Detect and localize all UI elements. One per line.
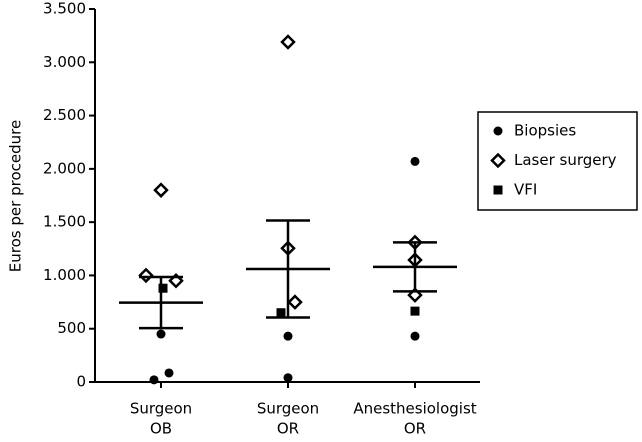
error-bar [393,241,437,293]
legend-label: Biopsies [514,122,576,140]
data-point [138,267,154,284]
y-tick-label: 2.000 [43,159,86,177]
x-tick-label: OR [404,420,426,438]
x-tick-label: Anesthesiologist [353,400,476,418]
legend-box [477,111,638,211]
data-point [149,375,159,385]
data-point [168,272,184,289]
legend-marker [490,152,506,169]
y-tick-label: 0 [76,373,86,391]
x-tick-label: Surgeon [130,400,192,418]
data-point [153,182,169,198]
legend-label: VFI [514,181,537,199]
data-point [283,373,293,383]
data-point [287,294,303,310]
data-point [283,331,293,341]
y-tick-label: 3.000 [43,53,86,71]
data-point [280,34,296,50]
x-tick-label: Surgeon [257,400,319,418]
data-point [158,283,168,293]
data-point [407,287,423,303]
y-axis-label: Euros per procedure [7,120,25,272]
data-point [164,368,174,378]
y-tick-label: 500 [57,319,86,337]
x-tick-label: OR [277,420,299,438]
legend-marker [493,126,503,136]
y-tick-label: 1.500 [43,213,86,231]
data-point [410,306,420,316]
y-tick-label: 3.500 [43,0,86,18]
data-point [156,329,166,339]
x-tick-label: OB [150,420,172,438]
y-tick-label: 1.000 [43,266,86,284]
legend-marker [493,185,503,195]
data-point [410,331,420,341]
data-point [410,156,420,166]
error-bar [266,219,310,319]
legend-label: Laser surgery [514,151,617,169]
y-tick-label: 2.500 [43,106,86,124]
data-point [276,308,286,318]
error-bar [139,275,183,330]
